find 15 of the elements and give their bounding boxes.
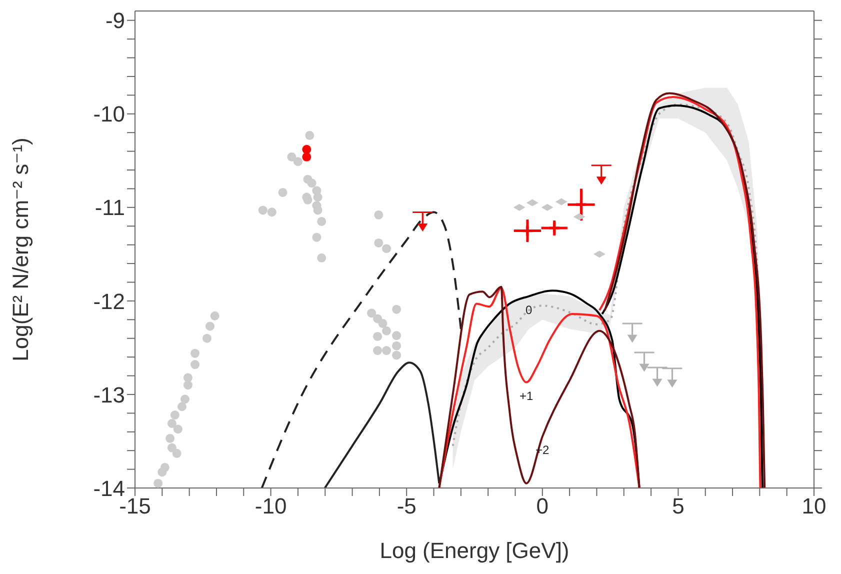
y-tick-label: -13 [93, 382, 125, 408]
y-tick-label: -10 [93, 102, 125, 127]
y-tick-label: -9 [105, 8, 125, 34]
y-axis-title: Log(E² N/erg cm⁻² s⁻¹) [8, 138, 33, 362]
x-tick-label: -10 [254, 494, 287, 519]
annotation: +1 [520, 388, 534, 403]
y-tick-label: -12 [93, 288, 125, 314]
x-tick-label: 10 [802, 494, 826, 519]
annotation: 0 [525, 302, 532, 317]
x-axis-title: Log (Energy [GeV]) [380, 538, 570, 563]
x-tick-label: -5 [396, 494, 416, 519]
x-tick-label: 5 [672, 494, 684, 519]
y-tick-label: -14 [93, 476, 125, 501]
x-tick-label: 0 [536, 494, 549, 519]
y-tick-label: -11 [94, 195, 125, 220]
